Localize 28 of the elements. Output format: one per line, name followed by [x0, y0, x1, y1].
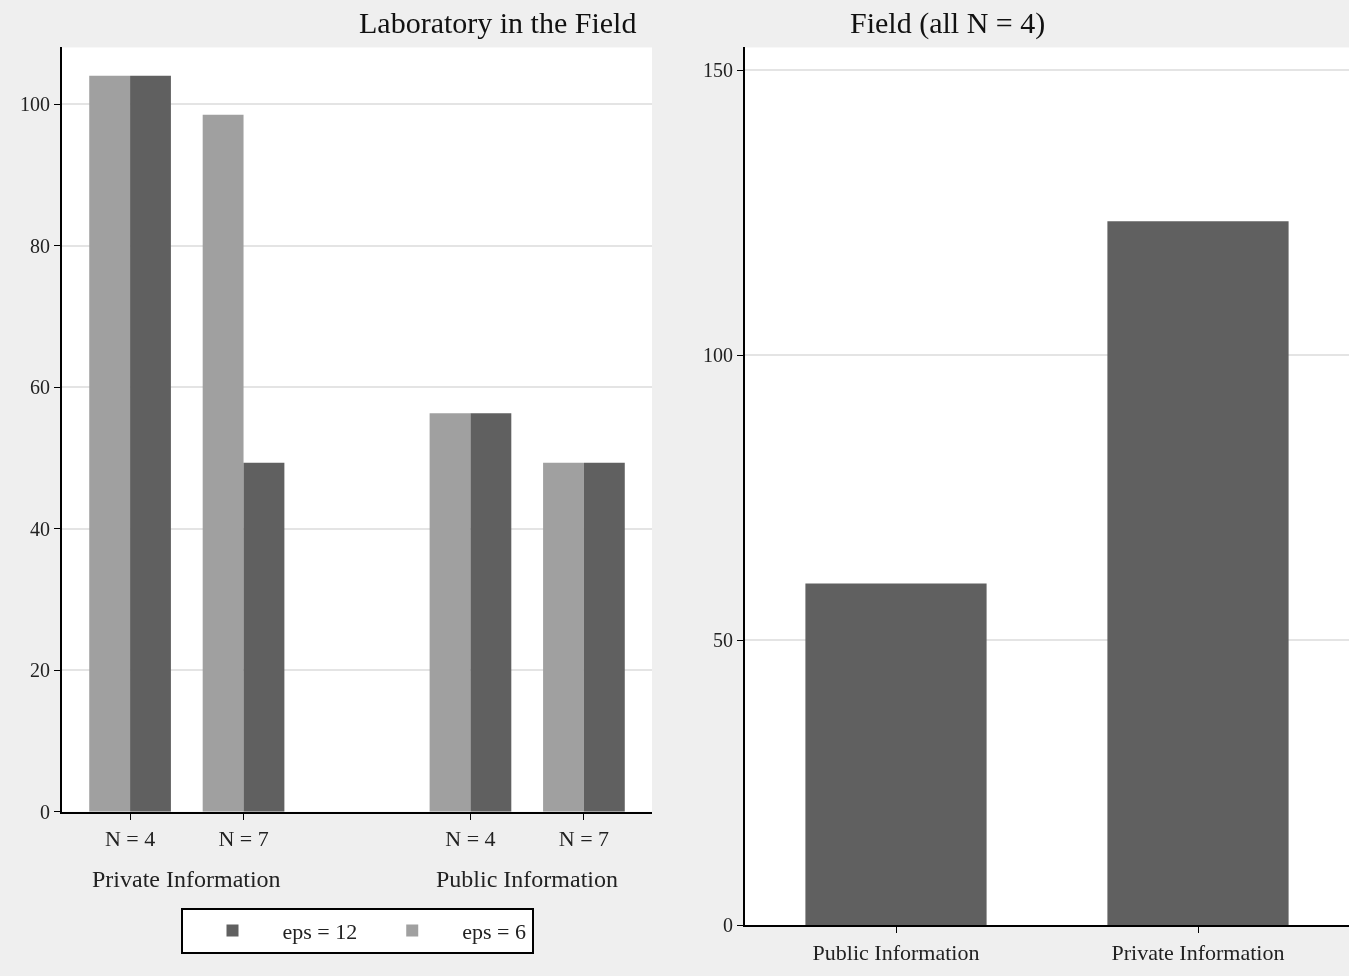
bar: [470, 413, 512, 812]
x-tick-label: N = 4: [104, 826, 156, 852]
legend-label: eps = 6: [462, 919, 526, 945]
y-tick-label: 150: [703, 59, 733, 82]
x-tick-label: N = 7: [218, 826, 269, 852]
y-tick-label: 100: [703, 344, 733, 367]
bar: [243, 462, 285, 812]
y-tick-label: 0: [40, 800, 50, 823]
bar: [130, 75, 171, 812]
legend-label: eps = 12: [282, 919, 358, 945]
text: Public Information: [436, 866, 618, 892]
bar: [543, 462, 584, 812]
text: Private Information: [92, 866, 281, 892]
chart-title: Field (all N = 4): [850, 6, 1046, 40]
bar: [89, 75, 131, 812]
x-tick-label: N = 7: [558, 826, 610, 852]
y-tick-label: 80: [30, 234, 50, 257]
y-tick-label: 60: [30, 376, 50, 399]
y-tick-label: 20: [30, 659, 50, 682]
chart-title: Laboratory in the Field: [359, 6, 637, 39]
y-tick-label: 50: [713, 629, 733, 652]
y-tick-label: 0: [723, 914, 733, 937]
bar: [202, 114, 244, 812]
x-tick-label: N = 4: [445, 826, 496, 852]
bar: [583, 462, 625, 812]
y-tick-label: 100: [20, 93, 50, 116]
bar: [429, 413, 471, 812]
y-tick-label: 40: [30, 517, 50, 540]
